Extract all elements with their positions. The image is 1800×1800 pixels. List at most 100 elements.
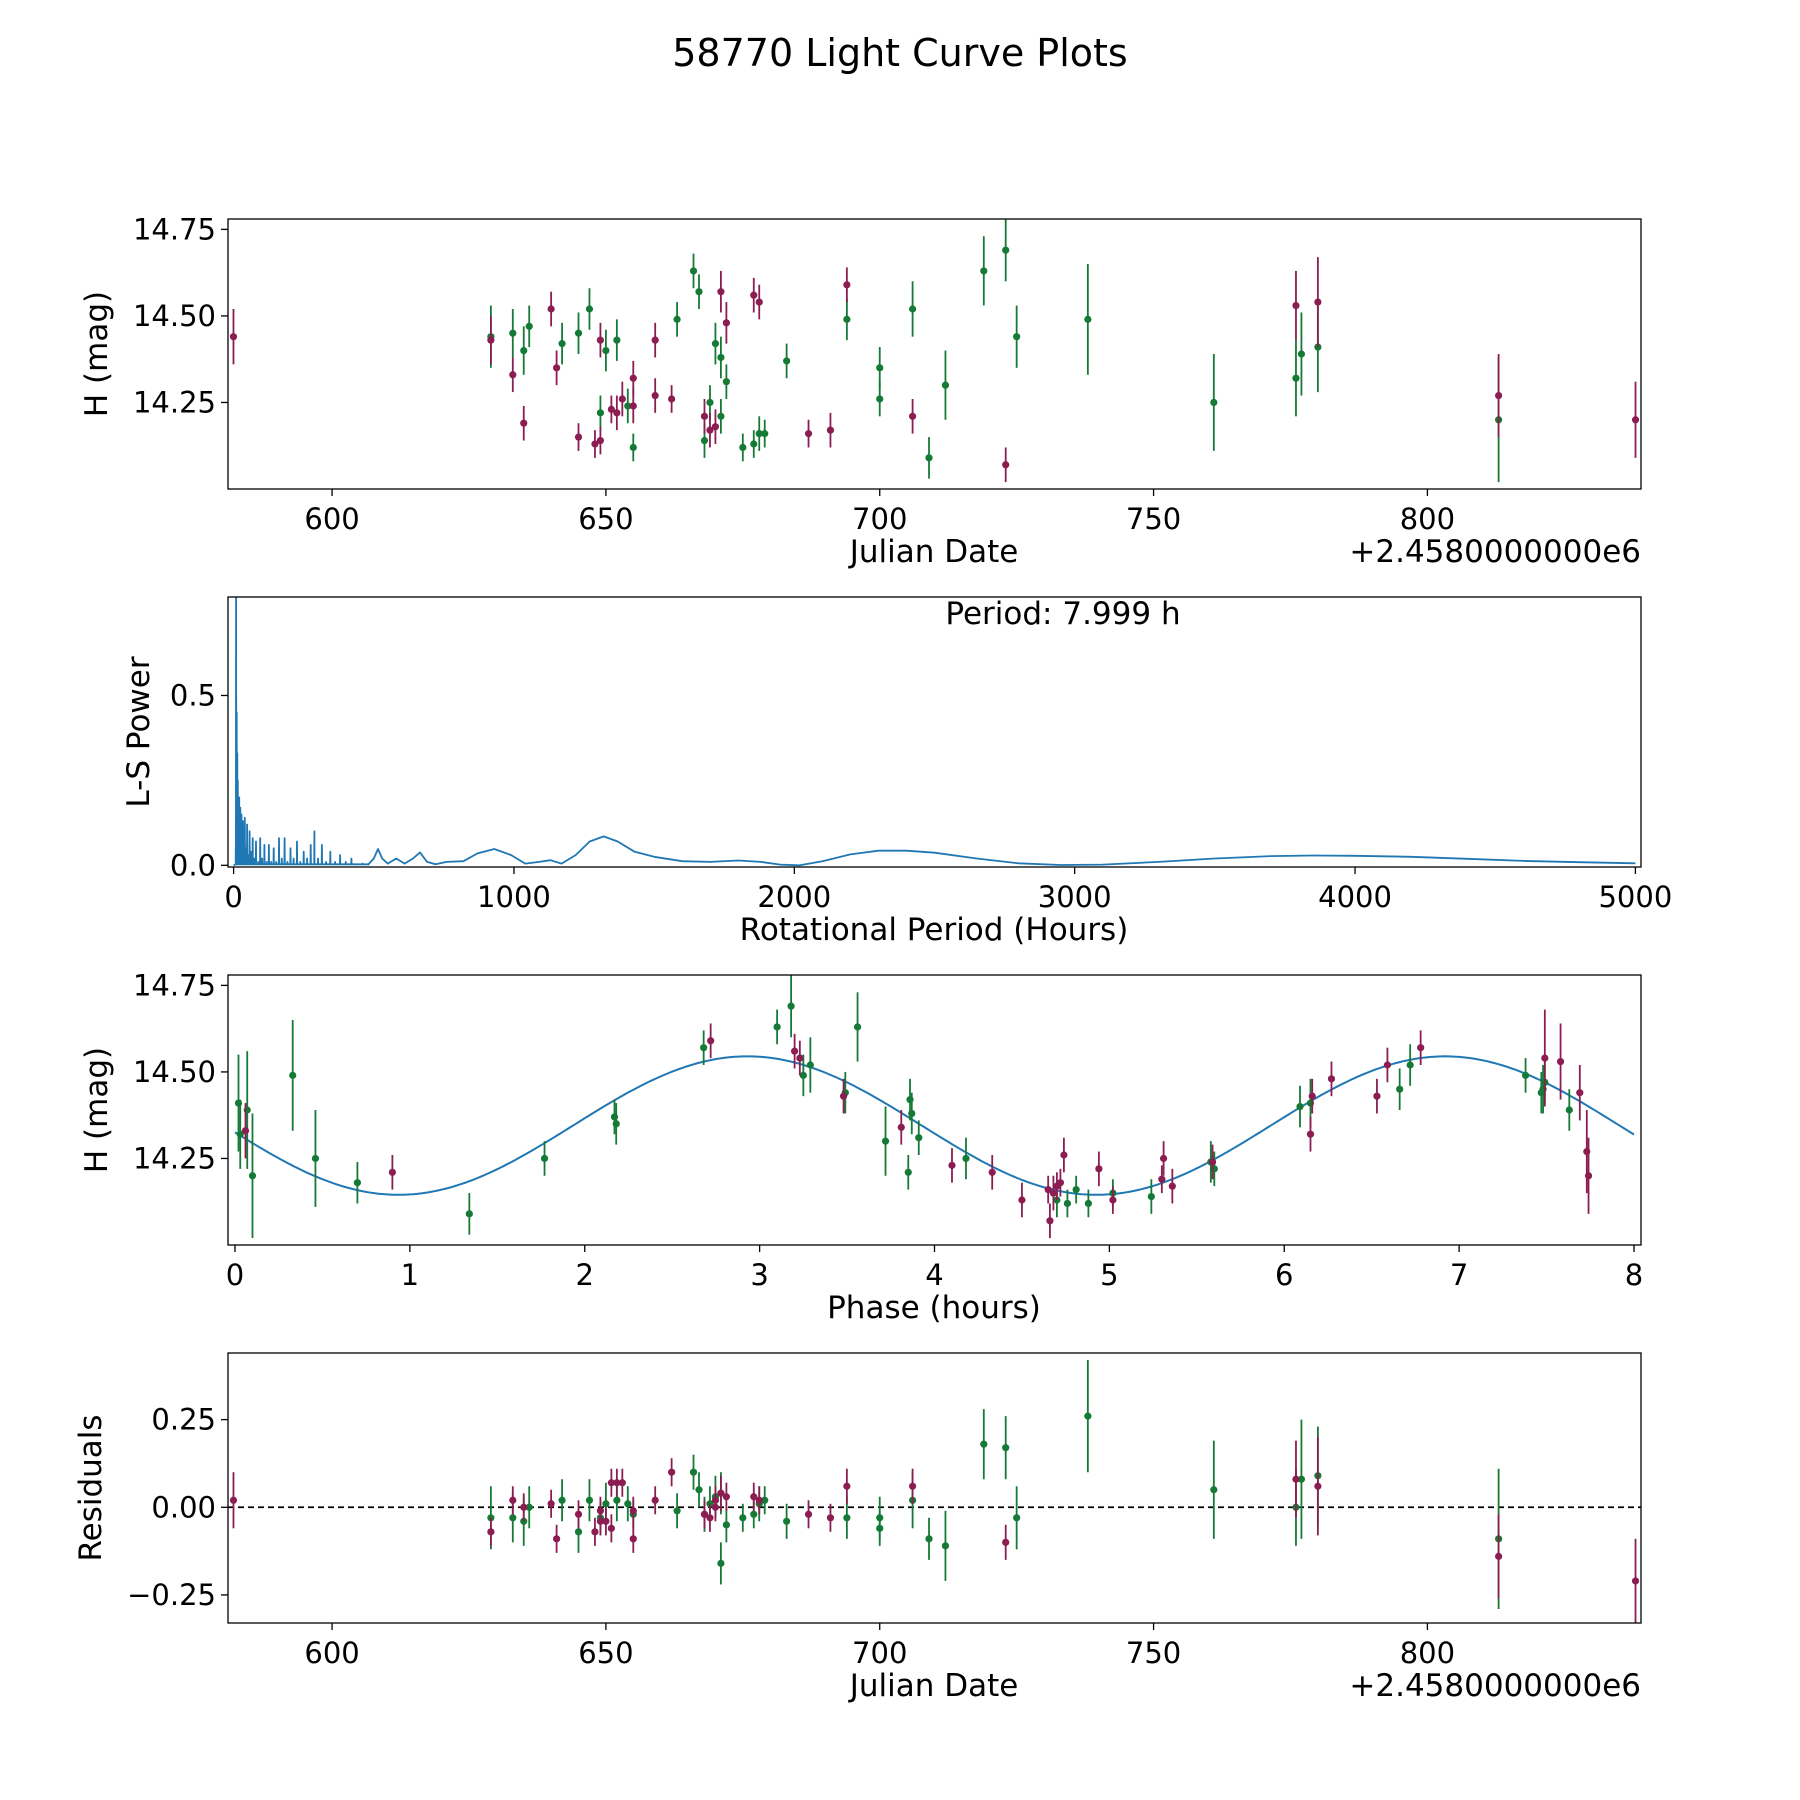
periodogram-ytick-label: 0.5: [170, 678, 216, 712]
phased-xtick-label: 0: [226, 1258, 244, 1292]
data-point: [755, 1496, 763, 1504]
data-point: [1046, 1217, 1054, 1225]
data-point: [700, 1510, 709, 1518]
data-point: [1013, 333, 1021, 341]
data-point: [925, 1535, 933, 1543]
residuals-xtick-label: 650: [578, 1636, 633, 1670]
phased-ytick-label: 14.25: [133, 1141, 216, 1175]
data-point: [1208, 1158, 1217, 1166]
data-point: [673, 1507, 681, 1515]
power-spectrum-line: [233, 597, 1636, 867]
data-point: [1210, 398, 1218, 407]
data-point: [1056, 1179, 1065, 1187]
data-point: [711, 1496, 720, 1504]
data-point: [1063, 1199, 1072, 1208]
lightcurve-xtick-label: 700: [852, 502, 907, 536]
data-point: [700, 412, 709, 420]
data-point: [596, 409, 605, 417]
residuals-marks: [228, 1360, 1641, 1623]
data-point: [711, 340, 720, 348]
phased-xtick-label: 3: [750, 1258, 768, 1292]
data-point: [1002, 246, 1010, 254]
data-point: [525, 322, 533, 330]
phased-xtick-label: 7: [1450, 1258, 1468, 1292]
data-point: [1109, 1196, 1117, 1204]
data-point: [1308, 1092, 1316, 1100]
data-point: [629, 402, 637, 410]
data-point: [1576, 1089, 1584, 1097]
data-point: [574, 1510, 583, 1518]
data-point: [1044, 1186, 1052, 1194]
data-point: [717, 288, 725, 296]
data-point: [843, 315, 851, 323]
data-point: [558, 340, 566, 348]
data-point: [925, 454, 933, 462]
data-point: [806, 1061, 814, 1069]
data-point: [826, 1514, 835, 1522]
data-point: [941, 1542, 950, 1550]
data-point: [962, 1154, 970, 1163]
data-point: [722, 1493, 730, 1501]
data-point: [607, 405, 615, 413]
data-point: [520, 1503, 528, 1511]
phased-xtick-label: 5: [1100, 1258, 1118, 1292]
data-point: [1406, 1061, 1414, 1069]
data-point: [980, 1440, 988, 1448]
residuals-xtick-label: 600: [304, 1636, 359, 1670]
data-point: [1631, 416, 1640, 424]
data-point: [908, 305, 917, 313]
data-point: [722, 1521, 730, 1529]
data-point: [843, 281, 851, 289]
data-point: [804, 430, 813, 438]
phased-ytick-label: 14.50: [133, 1055, 216, 1089]
data-point: [915, 1134, 923, 1142]
data-point: [773, 1023, 781, 1031]
data-point: [980, 267, 988, 275]
lightcurve-panel: 600 650 700 750 800 14.25 14.50 14.75 Julian Da…: [79, 212, 1642, 570]
data-point: [1541, 1054, 1549, 1062]
phased-panel: 0 1 2 3 4 5 6 7 8 14.25 14.50 14.75 Phase (hours) H…: [79, 968, 1643, 1326]
data-point: [750, 291, 758, 299]
data-point: [229, 1496, 238, 1504]
data-point: [487, 1528, 495, 1536]
phased-ylabel: H (mag): [79, 1047, 115, 1173]
data-point: [1373, 1092, 1381, 1100]
lightcurve-marks: [229, 219, 1640, 483]
data-point: [722, 378, 730, 386]
data-point: [1521, 1071, 1530, 1079]
data-point: [1072, 1186, 1080, 1194]
data-point: [248, 1172, 257, 1180]
data-point: [1565, 1106, 1573, 1114]
phased-xtick-label: 6: [1275, 1258, 1293, 1292]
data-point: [988, 1168, 996, 1176]
figure-title: 58770 Light Curve Plots: [672, 31, 1127, 75]
data-point: [876, 395, 884, 403]
data-point: [1095, 1165, 1103, 1173]
data-point: [585, 1496, 594, 1504]
data-point: [591, 440, 599, 448]
data-point: [707, 1037, 715, 1045]
data-point: [1396, 1085, 1404, 1093]
data-point: [1292, 301, 1300, 310]
data-point: [602, 1517, 610, 1525]
data-point: [717, 1559, 725, 1567]
data-point: [613, 1496, 621, 1504]
phased-frame: [227, 974, 1642, 1246]
data-point: [722, 319, 730, 327]
data-point: [717, 1489, 725, 1497]
data-point: [1296, 1102, 1304, 1111]
data-point: [1314, 1482, 1322, 1490]
data-point: [1002, 1538, 1010, 1546]
data-point: [540, 1154, 549, 1163]
data-point: [1306, 1130, 1315, 1138]
data-point: [717, 353, 725, 362]
data-point: [700, 1044, 708, 1052]
residuals-xtick-label: 750: [1126, 1636, 1181, 1670]
data-point: [1147, 1192, 1155, 1201]
data-point: [651, 1496, 659, 1504]
data-point: [1002, 461, 1010, 469]
data-point: [525, 1503, 533, 1511]
residuals-ylabel: Residuals: [73, 1414, 109, 1561]
model-fit-curve: [234, 1055, 1635, 1196]
data-point: [750, 1493, 758, 1501]
